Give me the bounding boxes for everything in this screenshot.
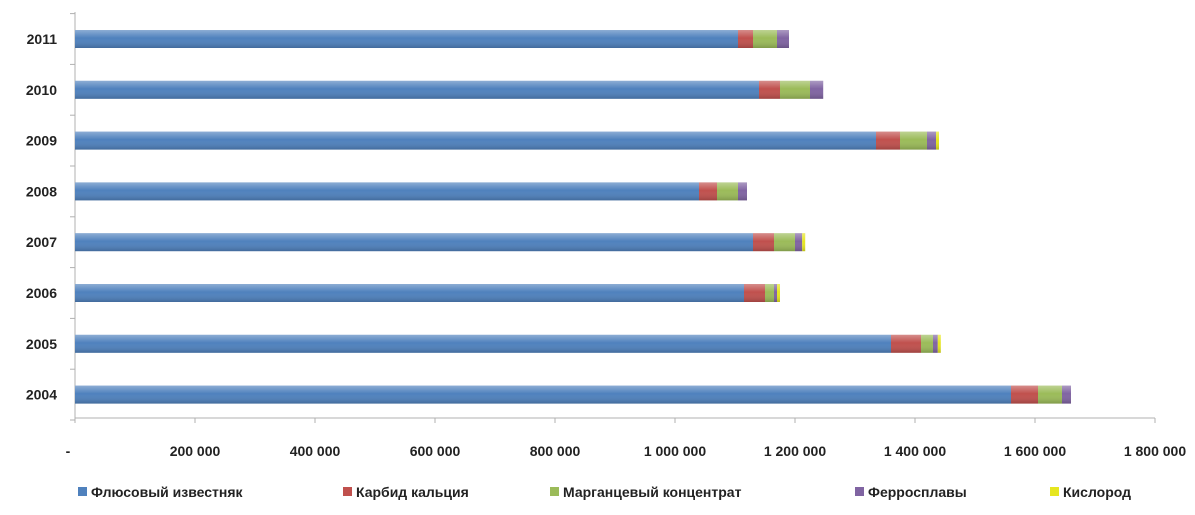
bar-shade: [699, 182, 717, 201]
legend-swatch: [855, 487, 864, 496]
bar-shade: [75, 284, 744, 302]
bar-shade: [1038, 385, 1062, 404]
bar-shade: [777, 284, 780, 302]
bar-shade: [876, 131, 900, 150]
legend-label: Ферросплавы: [868, 484, 967, 500]
legend-swatch: [343, 487, 352, 496]
y-axis-labels: 2011 2010 2009 2008 2007 2006 2005 2004: [26, 31, 57, 403]
bar-shade: [75, 30, 738, 48]
bar-shade: [75, 182, 699, 201]
bar-shade: [738, 30, 753, 48]
bar-shade: [75, 233, 753, 252]
x-tick-label: 800 000: [530, 443, 581, 459]
x-tick-label: 1 600 000: [1004, 443, 1066, 459]
x-tick-label: 1 200 000: [764, 443, 826, 459]
x-tick-label: -: [66, 443, 71, 459]
bar-shade: [744, 284, 765, 302]
axes: [70, 12, 1156, 423]
bar-shade: [75, 385, 1011, 404]
bar-shade: [780, 80, 810, 99]
legend-label: Кислород: [1063, 484, 1131, 500]
bar-shade: [75, 80, 759, 99]
y-tick-label: 2011: [27, 31, 58, 47]
bar-shade: [927, 131, 936, 150]
legend-swatch: [550, 487, 559, 496]
legend-label: Карбид кальция: [356, 484, 469, 500]
bar-shade: [774, 233, 795, 252]
y-tick-label: 2007: [26, 234, 57, 250]
bar-shade: [937, 334, 941, 353]
y-tick-label: 2008: [26, 183, 57, 199]
legend-swatch: [1050, 487, 1059, 496]
y-tick-label: 2005: [26, 336, 57, 352]
bar-shade: [1062, 385, 1071, 404]
bar-shade: [900, 131, 927, 150]
bar-shade: [774, 284, 777, 302]
x-axis-labels: - 200 000 400 000 600 000 800 000 1 000 000 1 …: [66, 443, 1187, 459]
x-tick-label: 1 400 000: [884, 443, 946, 459]
bar-shade: [75, 334, 891, 353]
bar-shade: [810, 80, 824, 99]
x-tick-label: 1 000 000: [644, 443, 706, 459]
x-tick-label: 600 000: [410, 443, 461, 459]
legend: Флюсовый известняк Карбид кальция Марганце…: [78, 484, 1131, 500]
bar-shade: [1011, 385, 1038, 404]
bar-shade: [921, 334, 933, 353]
bar-shade: [75, 131, 876, 150]
bar-shade: [891, 334, 921, 353]
legend-swatch: [78, 487, 87, 496]
y-tick-label: 2009: [26, 133, 57, 149]
y-tick-label: 2006: [26, 285, 57, 301]
bar-shade: [777, 30, 789, 48]
bar-shade: [753, 30, 777, 48]
bars: [75, 30, 1071, 404]
bar-shade: [933, 334, 938, 353]
bar-shade: [759, 80, 780, 99]
bar-shade: [795, 233, 803, 252]
legend-label: Марганцевый концентрат: [563, 484, 742, 500]
y-tick-label: 2004: [26, 387, 57, 403]
bar-shade: [765, 284, 774, 302]
bar-shade: [936, 131, 939, 150]
bar-shade: [753, 233, 774, 252]
bar-shade: [738, 182, 747, 201]
bar-shade: [717, 182, 738, 201]
x-tick-label: 200 000: [170, 443, 221, 459]
bar-shade: [802, 233, 806, 252]
legend-label: Флюсовый известняк: [91, 484, 244, 500]
x-tick-label: 1 800 000: [1124, 443, 1186, 459]
x-tick-label: 400 000: [290, 443, 341, 459]
y-tick-label: 2010: [26, 82, 57, 98]
